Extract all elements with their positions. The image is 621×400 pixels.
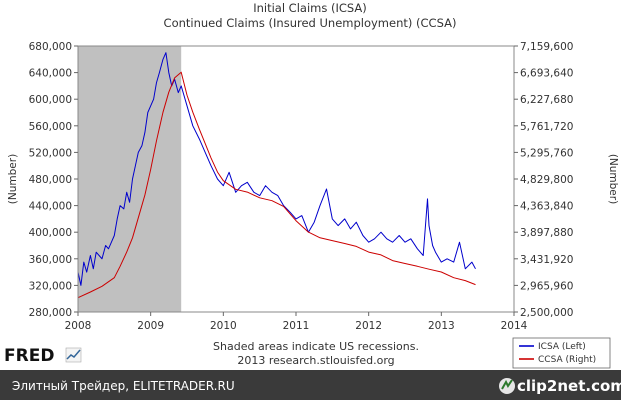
x-tick-label: 2008 [65, 320, 92, 332]
tick-layer: 280,000 320,000 360,000 400,000 440,000 480,0… [29, 41, 574, 332]
legend-label-ccsa: CCSA (Right) [538, 355, 596, 365]
series-layer [77, 52, 476, 299]
series-line-icsa [77, 52, 476, 286]
y-tick-label-left: 560,000 [29, 121, 72, 133]
legend-label-icsa: ICSA (Left) [538, 342, 586, 352]
chart-title: Initial Claims (ICSA) [253, 1, 367, 15]
y-tick-label-left: 440,000 [29, 201, 72, 213]
x-tick-label: 2014 [501, 320, 528, 332]
clip2net-logo: clip2net.com [517, 377, 621, 395]
y-tick-label-right: 3,897,880 [520, 227, 573, 239]
y-tick-label-left: 280,000 [29, 307, 72, 319]
y-tick-label-right: 6,227,680 [520, 94, 573, 106]
y-tick-label-right: 3,431,920 [520, 254, 573, 266]
y-tick-label-right: 5,295,760 [520, 147, 573, 159]
series-line-ccsa [77, 71, 476, 299]
y-tick-label-right: 5,761,720 [520, 121, 573, 133]
x-tick-label: 2013 [428, 320, 455, 332]
y-tick-label-left: 360,000 [29, 254, 72, 266]
fred-logo: FRED [4, 346, 54, 366]
y-tick-label-right: 2,965,960 [520, 280, 573, 292]
chart-subtitle: Continued Claims (Insured Unemployment) … [164, 16, 457, 30]
y-axis-label-right: (Number) [607, 154, 619, 204]
y-tick-label-left: 640,000 [29, 68, 72, 80]
y-tick-label-left: 680,000 [29, 41, 72, 53]
x-tick-label: 2012 [355, 320, 382, 332]
y-tick-label-right: 7,159,600 [520, 41, 573, 53]
recession-note: Shaded areas indicate US recessions. [213, 340, 419, 353]
y-tick-label-left: 600,000 [29, 94, 72, 106]
y-tick-label-left: 520,000 [29, 147, 72, 159]
footer-bar [0, 370, 621, 400]
x-tick-label: 2010 [210, 320, 237, 332]
source-note: 2013 research.stlouisfed.org [237, 354, 394, 367]
recession-shading [78, 46, 182, 312]
y-tick-label-right: 2,500,000 [520, 307, 573, 319]
legend: ICSA (Left) CCSA (Right) [512, 337, 611, 369]
y-axis-label-left: (Number) [7, 154, 19, 204]
chart-line-icon [65, 347, 82, 363]
x-tick-label: 2011 [283, 320, 310, 332]
y-tick-label-left: 400,000 [29, 227, 72, 239]
legend-box [512, 337, 611, 369]
y-tick-label-right: 6,693,640 [520, 68, 573, 80]
y-tick-label-left: 480,000 [29, 174, 72, 186]
x-tick-label: 2009 [137, 320, 164, 332]
y-tick-label-left: 320,000 [29, 280, 72, 292]
clip2net-icon [499, 378, 515, 394]
footer-text: Элитный Трейдер, ELITETRADER.RU [12, 379, 235, 393]
y-tick-label-right: 4,363,840 [520, 201, 573, 213]
y-tick-label-right: 4,829,800 [520, 174, 573, 186]
